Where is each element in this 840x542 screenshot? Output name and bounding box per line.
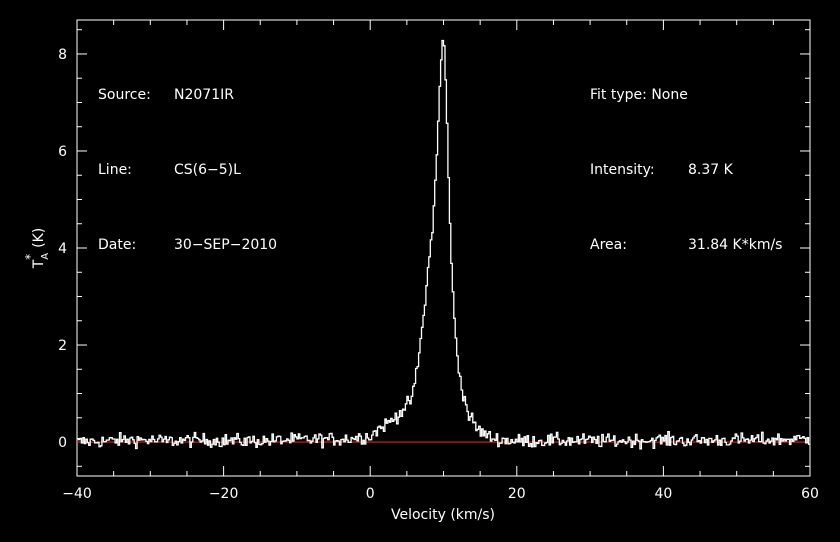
source-row: Source: N2071IR xyxy=(98,83,277,108)
date-value: 30−SEP−2010 xyxy=(174,237,278,253)
date-label: Date: xyxy=(98,237,137,253)
date-row: Date: 30−SEP−2010 xyxy=(98,233,277,258)
fit-type-label: Fit type: xyxy=(590,87,647,103)
x-axis-ticks: −40 −20 0 20 40 60 xyxy=(62,20,819,502)
intensity-row: Intensity: 8.37 K xyxy=(590,158,782,183)
fit-type-value: None xyxy=(651,87,688,103)
line-row: Line: CS(6−5)L xyxy=(98,158,277,183)
y-axis-label: TA*(K) xyxy=(23,228,51,270)
x-tick-label: 20 xyxy=(508,486,526,502)
y-tick-label: 8 xyxy=(58,47,67,63)
x-axis-label: Velocity (km/s) xyxy=(391,507,495,523)
x-tick-label: −20 xyxy=(209,486,239,502)
area-label: Area: xyxy=(590,237,627,253)
x-tick-label: 0 xyxy=(366,486,375,502)
x-tick-label: −40 xyxy=(62,486,92,502)
x-tick-label: 40 xyxy=(654,486,672,502)
y-axis-ticks: 0 2 4 6 8 xyxy=(58,29,810,467)
y-tick-label: 6 xyxy=(58,144,67,160)
y-tick-label: 4 xyxy=(58,241,67,257)
observation-info: Source: N2071IR Line: CS(6−5)L Date: 30−SEP… xyxy=(98,33,277,283)
y-tick-label: 2 xyxy=(58,338,67,354)
source-label: Source: xyxy=(98,87,151,103)
fit-info: Fit type: None Intensity: 8.37 K Area: 31.… xyxy=(590,33,782,283)
intensity-value: 8.37 K xyxy=(688,162,733,178)
fit-type-row: Fit type: None xyxy=(590,83,782,108)
spectrum-series-line xyxy=(77,39,810,450)
y-tick-label: 0 xyxy=(58,435,67,451)
area-value: 31.84 K*km/s xyxy=(688,237,783,253)
x-tick-label: 60 xyxy=(801,486,819,502)
svg-text:TA*(K): TA*(K) xyxy=(23,228,51,270)
area-row: Area: 31.84 K*km/s xyxy=(590,233,782,258)
intensity-label: Intensity: xyxy=(590,162,655,178)
line-value: CS(6−5)L xyxy=(174,162,241,178)
line-label: Line: xyxy=(98,162,132,178)
source-value: N2071IR xyxy=(174,87,234,103)
